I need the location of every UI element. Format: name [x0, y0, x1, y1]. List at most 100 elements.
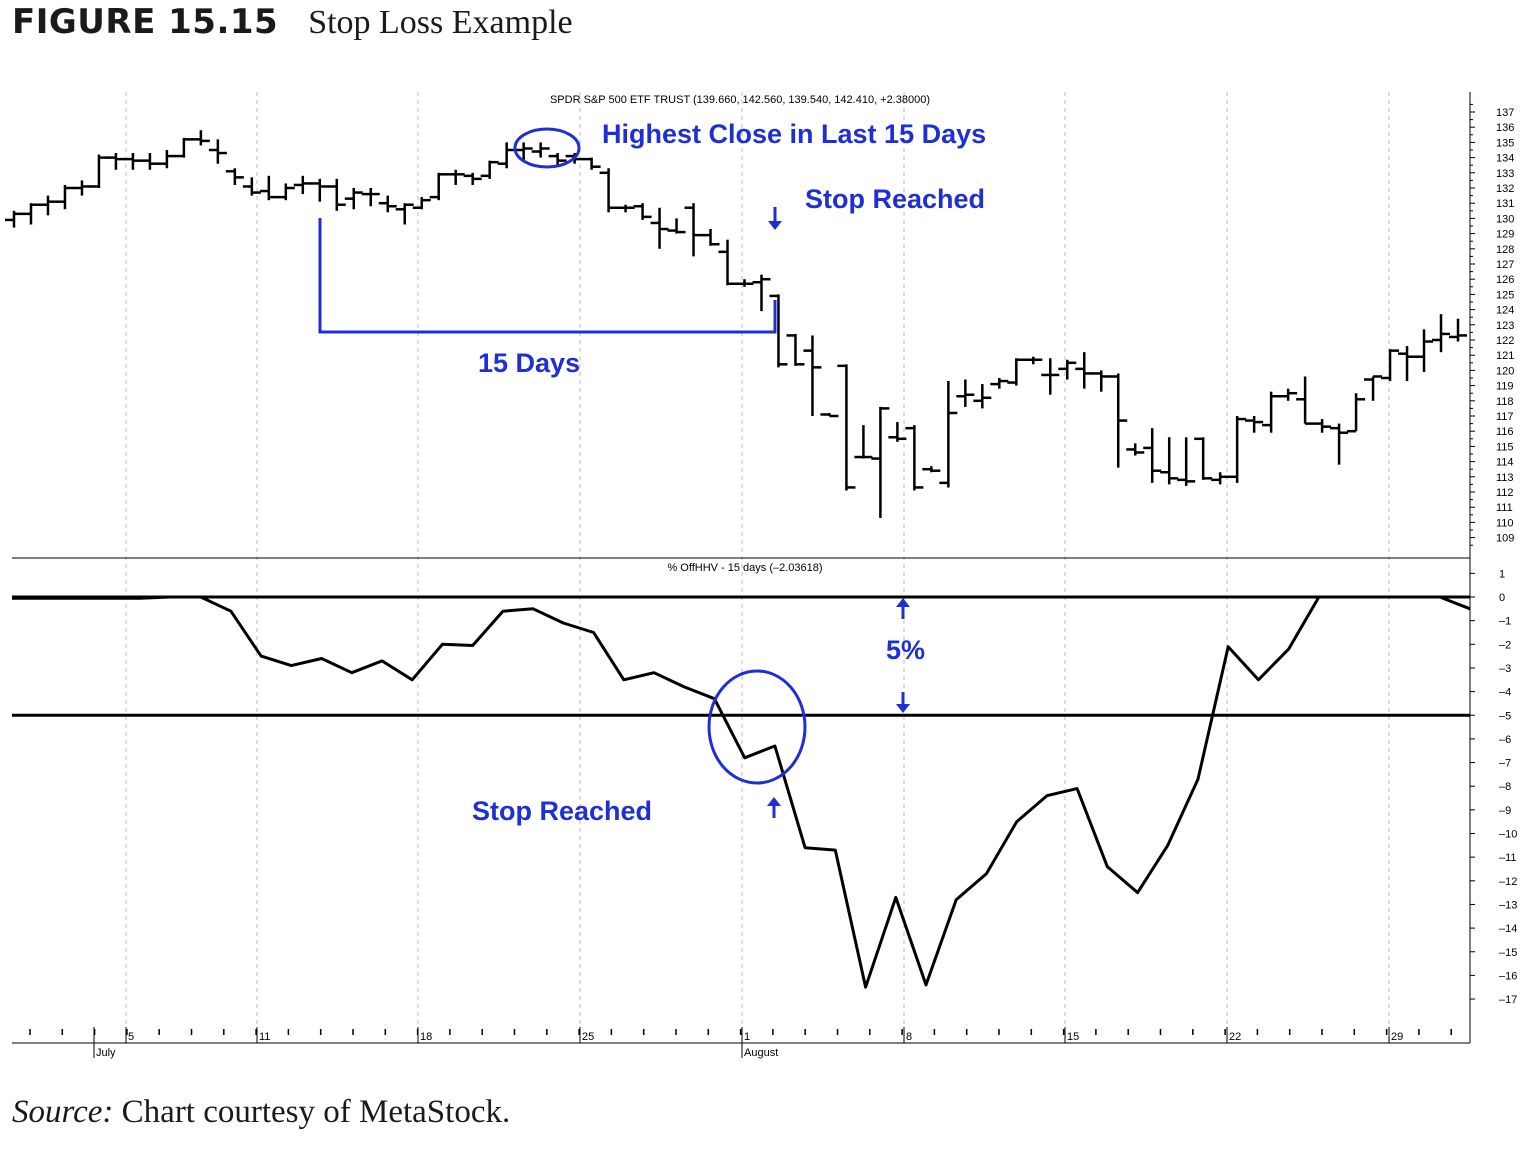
- price-bar: [38, 195, 57, 216]
- price-bar: [1109, 373, 1128, 468]
- price-y-tick-label: 124: [1496, 305, 1514, 317]
- price-bar: [514, 142, 533, 161]
- x-day-label: 22: [1229, 1031, 1241, 1043]
- five-percent-label: 5%: [886, 635, 925, 665]
- price-bar: [1211, 472, 1230, 485]
- indicator-y-tick-label: –7: [1499, 758, 1511, 770]
- price-y-tick-label: 118: [1496, 396, 1514, 408]
- price-bar: [72, 180, 91, 196]
- price-bar: [1245, 416, 1264, 433]
- x-day-label: 25: [582, 1031, 594, 1043]
- price-bar: [905, 425, 924, 491]
- price-bar: [157, 150, 176, 169]
- price-bar: [293, 175, 312, 195]
- indicator-y-tick-label: –17: [1499, 994, 1517, 1006]
- price-y-tick-label: 119: [1496, 381, 1514, 393]
- fifteen-days-label: 15 Days: [478, 348, 580, 378]
- indicator-y-tick-label: –8: [1499, 781, 1511, 793]
- figure-label: FIGURE 15.15: [12, 2, 279, 42]
- price-bar: [1007, 358, 1026, 386]
- source-text: Chart courtesy of MetaStock.: [121, 1094, 511, 1130]
- arrow-up-icon: [767, 797, 781, 818]
- price-bar: [446, 169, 465, 185]
- price-y-tick-label: 121: [1496, 350, 1514, 362]
- price-y-tick-label: 113: [1496, 472, 1514, 484]
- price-bar: [1449, 318, 1467, 342]
- price-bar: [480, 160, 499, 179]
- price-bar: [1313, 419, 1332, 433]
- price-y-tick-label: 111: [1496, 502, 1513, 514]
- price-bar: [820, 412, 839, 418]
- grid-layer: [125, 92, 1390, 1040]
- price-bar: [1330, 423, 1349, 465]
- price-y-tick-label: 123: [1496, 320, 1514, 332]
- price-bar: [1126, 443, 1145, 456]
- price-bar: [5, 210, 23, 228]
- indicator-y-tick-label: –12: [1499, 876, 1517, 888]
- x-day-label: 5: [128, 1031, 134, 1043]
- indicator-y-tick-label: –16: [1499, 970, 1517, 982]
- price-bar: [1398, 346, 1417, 382]
- price-bar: [871, 406, 890, 518]
- price-y-tick-label: 117: [1496, 411, 1514, 423]
- arrow-down-icon: [768, 207, 782, 230]
- axis-layer: 1091101111121131141151161171181191201211…: [29, 103, 1517, 1059]
- price-bar: [582, 157, 601, 170]
- x-day-label: 1: [744, 1031, 750, 1043]
- price-bar: [752, 274, 771, 312]
- price-bar: [769, 294, 788, 368]
- price-y-tick-label: 126: [1496, 274, 1514, 286]
- price-bar: [616, 204, 635, 213]
- fifteen-days-bracket: [318, 218, 777, 334]
- indicator-y-tick-label: –4: [1499, 687, 1511, 699]
- indicator-y-tick-label: –14: [1499, 923, 1517, 935]
- price-bars: [5, 130, 1467, 518]
- price-bar: [378, 195, 397, 213]
- price-bar: [259, 175, 278, 201]
- price-y-tick-label: 109: [1496, 533, 1514, 545]
- arrow-up-icon: [896, 598, 910, 619]
- price-bar: [429, 172, 448, 201]
- price-bar: [888, 422, 907, 442]
- price-bar: [939, 381, 958, 488]
- indicator-y-tick-label: –1: [1499, 616, 1511, 628]
- price-bar: [1228, 416, 1247, 483]
- price-bar: [1160, 437, 1179, 485]
- price-y-tick-label: 131: [1496, 198, 1514, 210]
- price-bar: [1024, 356, 1043, 365]
- indicator-y-tick-label: –9: [1499, 805, 1511, 817]
- indicator-line: [12, 595, 1471, 989]
- x-day-label: 11: [259, 1031, 270, 1043]
- price-bar: [140, 153, 159, 170]
- indicator-y-tick-label: –10: [1499, 829, 1517, 841]
- price-bar: [701, 229, 720, 246]
- price-y-tick-label: 135: [1496, 137, 1514, 149]
- price-bar: [1381, 349, 1400, 382]
- price-bar: [1296, 376, 1315, 425]
- price-bar: [361, 188, 380, 207]
- price-bar: [599, 168, 618, 213]
- x-month-label: August: [744, 1047, 778, 1059]
- x-day-label: 29: [1391, 1031, 1403, 1043]
- highest-close-circle: [513, 127, 581, 169]
- price-bar: [1058, 359, 1077, 380]
- stop-reached-indicator-label: Stop Reached: [472, 796, 652, 826]
- source-note: Source: Chart courtesy of MetaStock.: [12, 1094, 510, 1131]
- price-bar: [803, 335, 822, 416]
- indicator-y-tick-label: –3: [1499, 663, 1511, 675]
- price-bar: [497, 142, 516, 169]
- price-bar: [242, 177, 261, 196]
- price-bar: [1415, 329, 1434, 372]
- indicator-title: % OffHHV - 15 days (–2.03618): [667, 562, 822, 574]
- price-bar: [463, 172, 482, 185]
- price-bar: [395, 203, 414, 225]
- price-bar: [990, 378, 1009, 389]
- annotation-layer: SPDR S&P 500 ETF TRUST (139.660, 142.560…: [318, 94, 986, 826]
- figure-caption: Stop Loss Example: [308, 4, 573, 41]
- indicator-y-tick-label: –5: [1499, 710, 1511, 722]
- price-bar: [854, 425, 873, 459]
- price-bar: [1194, 437, 1213, 480]
- indicator-y-tick-label: –2: [1499, 639, 1511, 651]
- price-y-tick-label: 130: [1496, 213, 1514, 225]
